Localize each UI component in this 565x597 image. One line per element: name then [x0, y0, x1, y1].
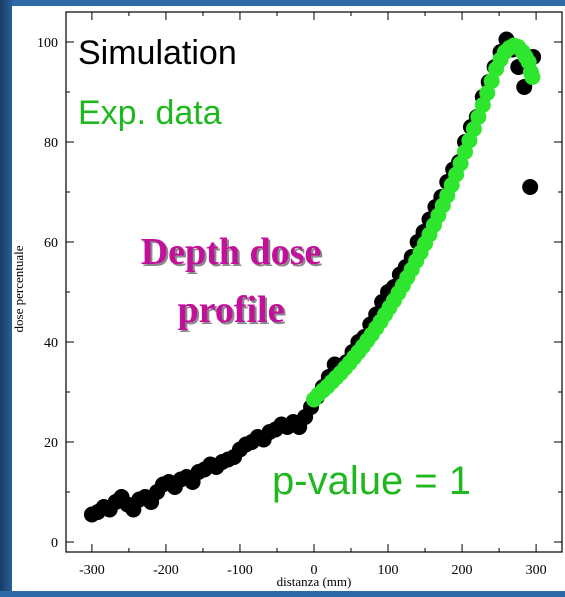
- exp-data-point: [474, 97, 491, 113]
- y-tick-labels: 0 20 40 60 80 100: [37, 36, 58, 551]
- p-value-annotation: p-value = 1: [272, 459, 471, 503]
- y-tick-label: 40: [44, 336, 58, 351]
- y-tick-label: 80: [44, 136, 58, 151]
- y-axis-title: dose percentuale: [12, 245, 26, 332]
- y-tick-label: 100: [37, 36, 58, 51]
- x-tick-label: -200: [153, 563, 179, 578]
- x-tick-label: 200: [452, 563, 473, 578]
- y-tick-label: 0: [51, 536, 58, 551]
- annotation-title-shadow-line2: profile: [180, 291, 287, 333]
- annotation-title-line1: Depth dose: [141, 231, 322, 273]
- slide-edge-top: [0, 0, 565, 6]
- y-tick-label: 60: [44, 236, 58, 251]
- simulation-point: [522, 179, 539, 195]
- exp-data-point: [470, 109, 487, 125]
- annotation-title-shadow-line1: Depth dose: [143, 233, 324, 275]
- x-tick-label: 0: [311, 563, 318, 578]
- exp-data-series: [306, 37, 541, 408]
- x-tick-label: -100: [227, 563, 253, 578]
- x-tick-label: 100: [378, 563, 399, 578]
- x-tick-labels: -300 -200 -100 0 100 200 300: [79, 563, 547, 578]
- x-tick-label: 300: [526, 563, 547, 578]
- legend-simulation: Simulation: [78, 34, 237, 72]
- y-tick-label: 20: [44, 436, 58, 451]
- depth-dose-chart: -300 -200 -100 0 100 200 300 0 20 40 60 80 100 dist…: [12, 11, 563, 589]
- slide-edge-left: [0, 0, 12, 597]
- exp-data-point: [465, 121, 482, 137]
- exp-data-point: [483, 73, 500, 89]
- x-axis-title: distanza (mm): [277, 574, 352, 589]
- chart-panel: -300 -200 -100 0 100 200 300 0 20 40 60 80 100 dist…: [12, 6, 565, 591]
- slide-edge-bottom: [0, 591, 565, 597]
- x-tick-label: -300: [79, 563, 105, 578]
- axis-ticks: [66, 12, 562, 552]
- legend-exp-data: Exp. data: [78, 94, 222, 132]
- annotation-title-line2: profile: [178, 289, 285, 331]
- exp-data-point: [479, 85, 496, 101]
- exp-data-point: [524, 69, 541, 85]
